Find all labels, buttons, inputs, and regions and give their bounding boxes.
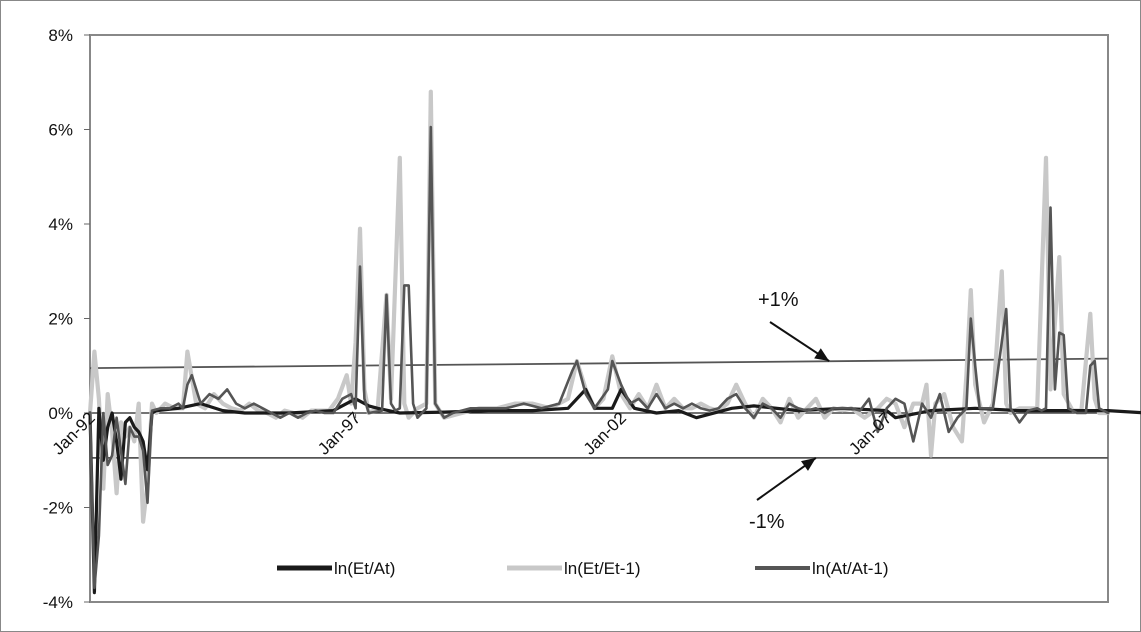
- legend-label-series-3: ln(At/At-1): [812, 559, 889, 578]
- y-tick-label: 2%: [48, 310, 73, 329]
- plot-area: [89, 34, 1109, 603]
- y-tick-label: 0%: [48, 404, 73, 423]
- annotations: +1% -1%: [749, 289, 830, 533]
- y-axis: 8% 6% 4% 2% 0% -2% -4%: [43, 26, 90, 612]
- y-tick-label: -2%: [43, 499, 73, 518]
- annotation-arrowhead: [814, 348, 830, 362]
- y-tick-label: -4%: [43, 593, 73, 612]
- legend-label-series-1: ln(Et/At): [334, 559, 395, 578]
- annotation-label: +1%: [758, 289, 799, 311]
- y-tick-label: 4%: [48, 215, 73, 234]
- y-tick-label: 6%: [48, 121, 73, 140]
- legend: ln(Et/At) ln(Et/Et-1) ln(At/At-1): [277, 559, 889, 578]
- series-line-1: [88, 387, 1141, 595]
- annotation-label: -1%: [749, 511, 785, 533]
- series-line-3: [88, 125, 1110, 590]
- annotation-arrowhead: [801, 457, 816, 471]
- reference-line: [89, 357, 1109, 370]
- y-tick-label: 8%: [48, 26, 73, 45]
- series-lines: [87, 89, 1141, 595]
- legend-label-series-2: ln(Et/Et-1): [564, 559, 641, 578]
